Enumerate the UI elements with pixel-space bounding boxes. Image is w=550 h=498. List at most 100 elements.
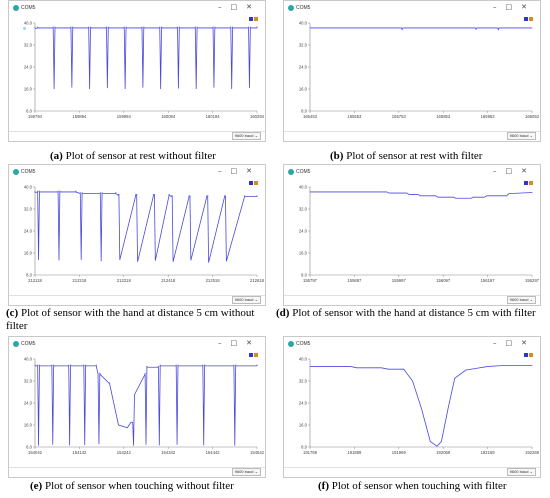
data-point	[135, 193, 138, 196]
data-point	[323, 365, 325, 367]
data-point	[486, 195, 488, 197]
data-point	[99, 372, 101, 375]
data-point	[420, 408, 422, 409]
data-point	[52, 364, 55, 366]
data-point	[475, 28, 477, 30]
data-point	[243, 195, 246, 197]
data-point	[69, 364, 72, 366]
data-point	[472, 196, 474, 198]
data-point	[476, 27, 478, 29]
x-tick-label: 191769	[303, 450, 318, 455]
data-point	[168, 193, 170, 196]
baud-rate-select[interactable]: 9600 baud ⌄	[231, 132, 261, 140]
baud-rate-select[interactable]: 9600 baud ⌄	[231, 468, 261, 476]
x-tick-label: 156197	[481, 278, 496, 283]
data-point	[36, 190, 39, 193]
legend-swatch-orange	[529, 353, 533, 357]
close-icon[interactable]: ✕	[246, 339, 261, 347]
maximize-icon[interactable]: □	[230, 3, 247, 11]
data-point	[207, 195, 209, 197]
window-controls: –□✕	[493, 167, 536, 176]
data-point	[212, 26, 214, 29]
baud-rate-select[interactable]: 9600 baud ⌄	[506, 468, 536, 476]
data-point	[68, 364, 70, 366]
x-tick-label: 212418	[161, 278, 176, 283]
data-point	[256, 195, 258, 197]
data-point	[97, 372, 99, 375]
y-tick-label: 8.0	[26, 445, 32, 450]
data-point	[500, 365, 502, 367]
axes	[34, 23, 257, 112]
data-point	[403, 368, 405, 370]
cursor-marker	[23, 27, 26, 30]
x-tick-label: 165453	[303, 114, 318, 119]
figure-caption-e: (e) Plot of sensor when touching without…	[30, 480, 234, 493]
window-title: COM5	[296, 341, 311, 347]
y-tick-label: 40.0	[299, 185, 308, 190]
data-point	[474, 27, 476, 29]
minimize-icon[interactable]: –	[493, 339, 506, 347]
axes	[309, 23, 532, 112]
data-point	[175, 364, 177, 366]
legend-swatch-blue	[524, 353, 528, 357]
minimize-icon[interactable]: –	[218, 167, 231, 175]
y-tick-label: 24.0	[299, 229, 308, 234]
close-icon[interactable]: ✕	[521, 339, 536, 347]
baud-rate-select[interactable]: 9600 baud ⌄	[231, 296, 261, 304]
minimize-icon[interactable]: –	[493, 167, 506, 175]
data-point	[123, 26, 125, 29]
data-point	[143, 26, 145, 29]
data-point	[118, 193, 120, 196]
maximize-icon[interactable]: □	[230, 167, 247, 175]
maximize-icon[interactable]: □	[505, 339, 522, 347]
window-title: COM5	[21, 169, 36, 175]
data-point	[437, 196, 439, 198]
minimize-icon[interactable]: –	[218, 339, 231, 347]
caption-text: Plot of sensor when touching with filter	[331, 480, 507, 492]
legend-swatch-orange	[254, 181, 258, 185]
maximize-icon[interactable]: □	[230, 339, 247, 347]
data-point	[196, 26, 198, 29]
series-line-f	[310, 365, 532, 447]
data-point	[99, 192, 101, 194]
close-icon[interactable]: ✕	[246, 3, 261, 11]
x-tick-label: 154442	[206, 450, 221, 455]
x-tick-label: 155897	[347, 278, 362, 283]
close-icon[interactable]: ✕	[521, 167, 536, 175]
data-point	[105, 26, 108, 29]
data-point	[83, 364, 85, 366]
baud-rate-select[interactable]: 9600 baud ⌄	[506, 132, 536, 140]
minimize-icon[interactable]: –	[493, 3, 506, 11]
data-point	[412, 380, 414, 382]
data-point	[249, 26, 252, 29]
figure-caption-b: (b) Plot of sensor at rest with filter	[330, 150, 482, 163]
close-icon[interactable]: ✕	[246, 167, 261, 175]
y-tick-label: 16.0	[24, 251, 33, 256]
data-point	[498, 27, 500, 29]
legend-swatch-blue	[249, 181, 253, 185]
serial-plotter-window-a: COM5 –□✕ 40.0 32.0 24.0 16.0 8.0 159794 159894 15…	[8, 0, 266, 142]
data-point	[160, 26, 163, 29]
app-icon	[288, 169, 294, 175]
y-tick-label: 16.0	[24, 423, 33, 428]
maximize-icon[interactable]: □	[505, 167, 522, 175]
title-bar: COM5 –□✕	[284, 337, 540, 351]
minimize-icon[interactable]: –	[218, 3, 231, 11]
baud-rate-select[interactable]: 9600 baud ⌄	[506, 296, 536, 304]
y-tick-label: 32.0	[24, 43, 33, 48]
x-tick-label: 155997	[392, 278, 407, 283]
serial-plotter-window-b: COM5 –□✕ 40.0 32.0 24.0 16.0 8.0 165453 165553 16…	[283, 0, 541, 142]
close-icon[interactable]: ✕	[521, 3, 536, 11]
data-point	[402, 27, 404, 29]
x-tick-label: 159894	[72, 114, 87, 119]
data-point	[380, 367, 382, 369]
caption-text: Plot of sensor at rest with filter	[346, 150, 483, 162]
data-point	[101, 192, 103, 194]
axes	[309, 359, 532, 448]
maximize-icon[interactable]: □	[505, 3, 522, 11]
data-point	[400, 27, 402, 29]
